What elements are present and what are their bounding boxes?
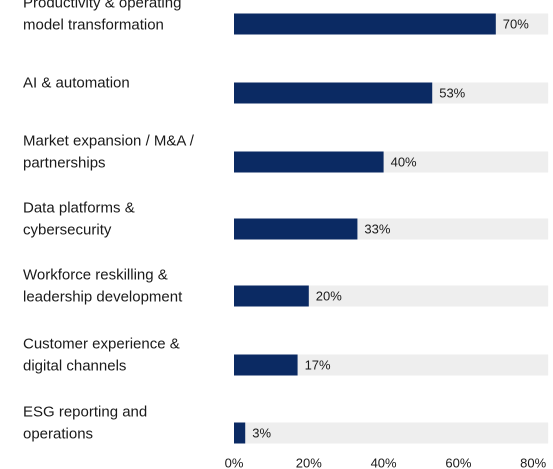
category-label: Productivity & operating: [23, 0, 181, 12]
category-label: Market expansion / M&A /: [23, 133, 195, 150]
bar: [234, 151, 384, 173]
value-label: 53%: [439, 86, 465, 101]
value-label: 20%: [316, 289, 342, 304]
x-axis-tick-labels: 0% 20% 40% 60% 80%: [225, 456, 547, 469]
category-label: partnerships: [23, 155, 106, 172]
bar-track: [234, 422, 549, 444]
bar: [234, 13, 496, 35]
category-label: Workforce reskilling &: [23, 267, 168, 284]
value-label: 40%: [391, 155, 417, 170]
category-labels: Productivity & operating model transforma…: [23, 0, 195, 443]
bar: [234, 422, 246, 444]
bar: [234, 354, 298, 376]
bar: [234, 82, 433, 104]
x-tick-label: 0%: [225, 456, 244, 469]
bars: [234, 13, 496, 444]
x-tick-label: 80%: [520, 456, 546, 469]
category-label: ESG reporting and: [23, 404, 147, 421]
category-label: leadership development: [23, 289, 183, 306]
category-label: operations: [23, 426, 93, 443]
category-label: digital channels: [23, 358, 126, 375]
value-labels: 70% 53% 40% 33% 20% 17% 3%: [252, 17, 529, 441]
category-label: Customer experience &: [23, 336, 180, 353]
x-tick-label: 20%: [296, 456, 322, 469]
bar-track: [234, 354, 549, 376]
value-label: 33%: [364, 222, 390, 237]
category-label: model transformation: [23, 17, 164, 34]
bar-track: [234, 285, 549, 307]
x-tick-label: 60%: [445, 456, 471, 469]
bar: [234, 218, 358, 240]
value-label: 3%: [252, 426, 271, 441]
category-label: Data platforms &: [23, 200, 135, 217]
x-tick-label: 40%: [371, 456, 397, 469]
value-label: 70%: [503, 17, 529, 32]
bar: [234, 285, 309, 307]
category-label: cybersecurity: [23, 222, 112, 239]
value-label: 17%: [305, 358, 331, 373]
category-label: AI & automation: [23, 75, 130, 92]
